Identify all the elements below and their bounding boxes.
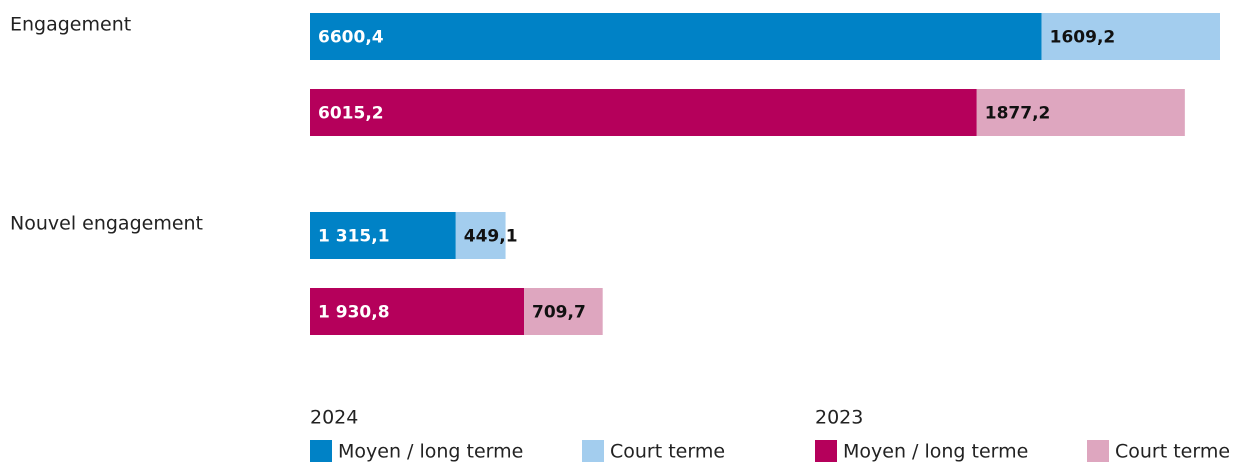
bar-segment xyxy=(455,212,506,259)
bar-segment xyxy=(310,212,456,259)
value-label: 1877,2 xyxy=(985,104,1051,124)
category-label: Engagement xyxy=(10,14,131,36)
legend-label: Court terme xyxy=(1115,441,1230,463)
value-label: 449,1 xyxy=(464,227,518,247)
legend-swatch xyxy=(582,440,604,462)
bar-segment xyxy=(310,89,977,136)
bar-segment xyxy=(310,288,525,335)
value-label: 1609,2 xyxy=(1050,28,1116,48)
bar-segment xyxy=(310,13,1042,60)
legend-swatch xyxy=(815,440,837,462)
legend-swatch xyxy=(1087,440,1109,462)
legend-group-title: 2023 xyxy=(815,407,863,429)
value-label: 709,7 xyxy=(532,303,586,323)
bar-segment xyxy=(524,288,603,335)
value-label: 6600,4 xyxy=(318,28,384,48)
legend-group-title: 2024 xyxy=(310,407,358,429)
legend-swatch xyxy=(310,440,332,462)
value-label: 1 315,1 xyxy=(318,227,390,247)
value-label: 6015,2 xyxy=(318,104,384,124)
bar-segment xyxy=(1041,13,1220,60)
legend-label: Court terme xyxy=(610,441,725,463)
category-label: Nouvel engagement xyxy=(10,213,203,235)
value-label: 1 930,8 xyxy=(318,303,390,323)
bar-segment xyxy=(976,89,1185,136)
legend-label: Moyen / long terme xyxy=(843,441,1028,463)
legend-label: Moyen / long terme xyxy=(338,441,523,463)
